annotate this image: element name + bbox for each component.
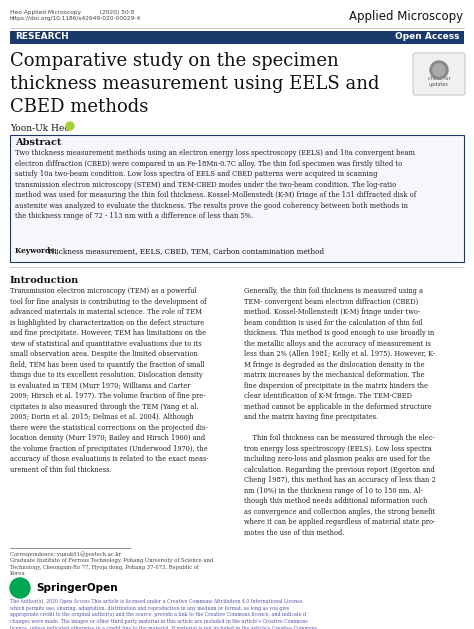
Text: Abstract: Abstract <box>15 138 61 147</box>
Text: Keywords:: Keywords: <box>15 247 59 255</box>
Circle shape <box>433 64 445 76</box>
Text: Generally, the thin foil thickness is measured using a
TEM- convergent beam elec: Generally, the thin foil thickness is me… <box>244 287 436 537</box>
Circle shape <box>66 122 74 130</box>
Text: Open Access: Open Access <box>395 32 460 41</box>
Text: RESEARCH: RESEARCH <box>15 32 69 41</box>
Text: SpringerOpen: SpringerOpen <box>36 583 118 593</box>
FancyBboxPatch shape <box>413 53 465 95</box>
Text: check for
updates: check for updates <box>428 76 450 87</box>
Text: The Author(s). 2020 Open Access This article is licensed under a Creative Common: The Author(s). 2020 Open Access This art… <box>10 599 317 629</box>
Text: Heo Applied Microscopy          (2020) 50:8: Heo Applied Microscopy (2020) 50:8 <box>10 10 135 15</box>
Circle shape <box>430 61 448 79</box>
Circle shape <box>10 578 30 598</box>
Text: Two thickness measurement methods using an electron energy loss spectroscopy (EE: Two thickness measurement methods using … <box>15 149 416 221</box>
Text: https://doi.org/10.1186/s42649-020-00029-4: https://doi.org/10.1186/s42649-020-00029… <box>10 16 141 21</box>
Text: iD: iD <box>67 123 73 127</box>
Text: Correspondence: yunuk01@postech.ac.kr
Graduate Institute of Ferrous Technology, : Correspondence: yunuk01@postech.ac.kr Gr… <box>10 551 213 576</box>
Text: Transmission electron microscopy (TEM) as a powerful
tool for fine analysis is c: Transmission electron microscopy (TEM) a… <box>10 287 209 474</box>
Text: Yoon-Uk Heo: Yoon-Uk Heo <box>10 124 70 133</box>
Text: Applied Microscopy: Applied Microscopy <box>349 10 463 23</box>
Text: Comparative study on the specimen
thickness measurement using EELS and
CBED meth: Comparative study on the specimen thickn… <box>10 52 380 116</box>
Text: Thickness measurement, EELS, CBED, TEM, Carbon contamination method: Thickness measurement, EELS, CBED, TEM, … <box>47 247 324 255</box>
Text: Introduction: Introduction <box>10 276 79 285</box>
FancyBboxPatch shape <box>10 135 464 262</box>
Text: S: S <box>15 583 25 597</box>
Bar <box>10 31 464 44</box>
